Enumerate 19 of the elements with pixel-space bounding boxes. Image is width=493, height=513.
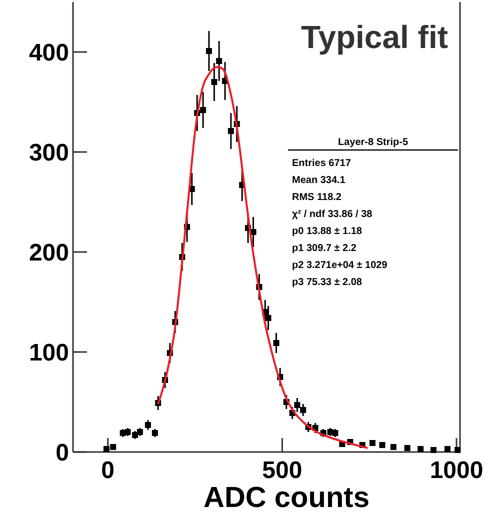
annotation: p3 75.33 ± 2.08	[292, 277, 362, 288]
annotation: Layer-8 Strip-5	[338, 137, 408, 148]
annotation: p0 13.88 ± 1.18	[292, 226, 362, 237]
annotation: RMS 118.2	[292, 192, 342, 203]
x-axis-title: ADC counts	[204, 482, 370, 513]
y-tick-label: 400	[28, 39, 69, 66]
text: Typical fit	[301, 19, 448, 55]
annotation: Entries 6717	[292, 158, 352, 169]
annotation: Mean 334.1	[292, 175, 346, 186]
x-tick-label: 500	[262, 457, 302, 484]
annotation: p2 3.271e+04 ± 1029	[292, 260, 388, 271]
annotation: χ² / ndf 33.86 / 38	[292, 209, 373, 220]
y-tick-label: 100	[28, 339, 69, 366]
x-tick-label: 0	[101, 457, 115, 484]
y-tick-label: 300	[28, 139, 69, 166]
y-tick-label: 200	[28, 239, 69, 266]
y-tick-label: 0	[56, 439, 69, 466]
x-tick-label: 1000	[430, 457, 484, 484]
annotation: p1 309.7 ± 2.2	[292, 243, 357, 254]
